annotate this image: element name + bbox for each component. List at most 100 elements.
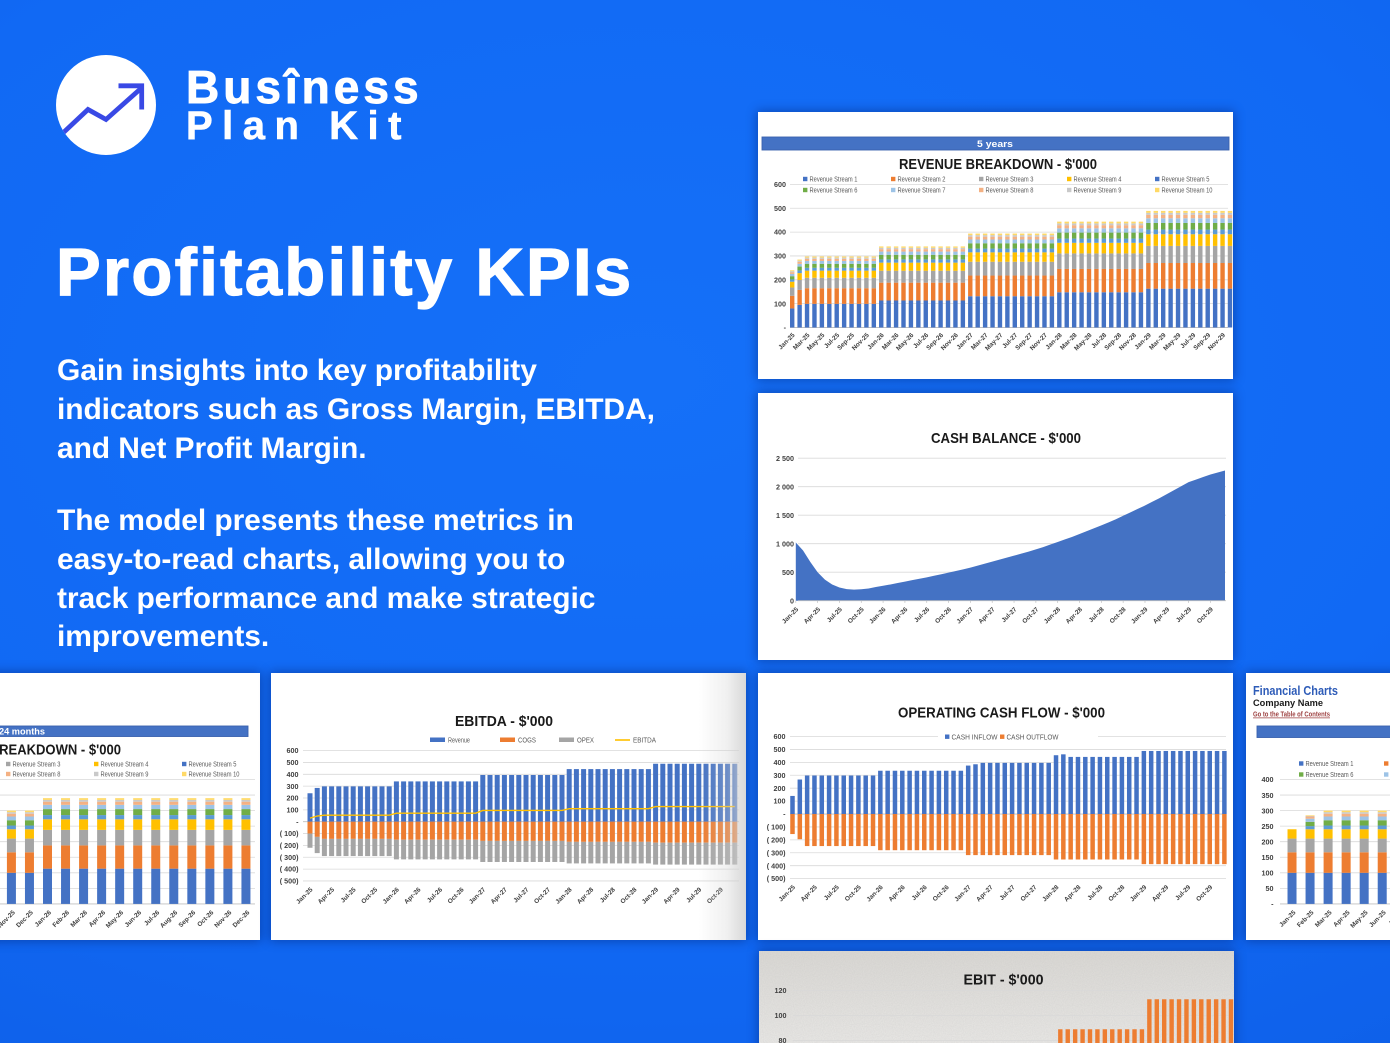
svg-text:Jul-29: Jul-29	[1174, 884, 1192, 902]
svg-text:Jul-27: Jul-27	[1000, 606, 1018, 624]
svg-text:Oct-28: Oct-28	[1107, 884, 1126, 903]
svg-text:200: 200	[287, 794, 299, 803]
svg-text:COGS: COGS	[518, 738, 536, 745]
svg-text:Jul-26: Jul-26	[426, 886, 444, 904]
svg-text:Apr-25: Apr-25	[803, 606, 823, 626]
svg-text:Apr-27: Apr-27	[975, 884, 995, 904]
svg-text:Jan-27: Jan-27	[956, 606, 976, 626]
svg-text:Revenue Stream 2: Revenue Stream 2	[898, 177, 946, 184]
svg-text:400: 400	[774, 228, 786, 237]
svg-text:Apr-28: Apr-28	[1063, 884, 1083, 904]
svg-text:5 years: 5 years	[977, 139, 1013, 150]
svg-text:Jan-28: Jan-28	[554, 886, 574, 906]
svg-text:Jan-29: Jan-29	[1130, 606, 1150, 626]
svg-text:Revenue Stream 3: Revenue Stream 3	[986, 177, 1034, 184]
svg-text:Aug-26: Aug-26	[159, 909, 180, 930]
svg-text:Apr-29: Apr-29	[662, 886, 682, 906]
svg-text:Oct-26: Oct-26	[447, 886, 466, 905]
svg-text:Jan-27: Jan-27	[468, 886, 488, 906]
svg-text:REVENUE BREAKDOWN - $'000: REVENUE BREAKDOWN - $'000	[0, 742, 121, 759]
svg-text:Revenue: Revenue	[448, 738, 470, 745]
svg-text:Jun-25: Jun-25	[1368, 909, 1388, 929]
svg-text:Jan-29: Jan-29	[1129, 884, 1149, 904]
svg-text:( 400): ( 400)	[280, 865, 299, 874]
svg-text:Revenue Stream 1: Revenue Stream 1	[1306, 761, 1354, 768]
svg-text:Jan-26: Jan-26	[382, 886, 402, 906]
svg-text:Revenue Stream 10: Revenue Stream 10	[1162, 188, 1213, 195]
svg-text:Jun-26: Jun-26	[124, 909, 144, 929]
svg-text:600: 600	[774, 180, 786, 189]
svg-text:Jul-26: Jul-26	[911, 884, 929, 902]
svg-text:Apr-27: Apr-27	[490, 886, 510, 906]
svg-text:0: 0	[790, 596, 794, 605]
svg-text:Jan-26: Jan-26	[34, 909, 54, 929]
svg-text:Jul-28: Jul-28	[1088, 606, 1106, 624]
svg-text:500: 500	[774, 204, 786, 213]
svg-text:Dec-26: Dec-26	[232, 909, 252, 929]
svg-text:( 200): ( 200)	[767, 835, 786, 844]
svg-text:Go to the Table of Contents: Go to the Table of Contents	[1253, 709, 1330, 718]
svg-text:Revenue Stream 6: Revenue Stream 6	[1306, 772, 1354, 779]
svg-text:Apr-29: Apr-29	[1151, 884, 1171, 904]
svg-text:Jul-26: Jul-26	[913, 606, 931, 624]
svg-text:Oct-28: Oct-28	[619, 886, 638, 905]
svg-text:Oct-26: Oct-26	[196, 909, 215, 928]
svg-text:Oct-27: Oct-27	[1019, 884, 1038, 903]
svg-text:Jul-25: Jul-25	[823, 884, 841, 902]
svg-text:Nov-25: Nov-25	[0, 909, 17, 929]
svg-text:Jul-28: Jul-28	[599, 886, 617, 904]
svg-text:Jan-26: Jan-26	[865, 884, 885, 904]
svg-text:1 000: 1 000	[776, 539, 794, 548]
svg-text:Financial Charts: Financial Charts	[1253, 683, 1338, 698]
svg-text:( 500): ( 500)	[767, 874, 786, 883]
svg-text:600: 600	[287, 746, 299, 755]
svg-text:EBITDA: EBITDA	[633, 738, 656, 745]
svg-text:Jul-25: Jul-25	[826, 606, 844, 624]
svg-text:Revenue Stream 1: Revenue Stream 1	[810, 177, 858, 184]
svg-text:Jan-29: Jan-29	[641, 886, 661, 906]
svg-text:24 months: 24 months	[0, 726, 45, 736]
svg-text:Revenue Stream 5: Revenue Stream 5	[1162, 177, 1210, 184]
svg-text:Jan-25: Jan-25	[1278, 909, 1298, 929]
svg-text:400: 400	[1262, 775, 1274, 784]
svg-text:Dec-25: Dec-25	[15, 909, 35, 929]
svg-text:Feb-25: Feb-25	[1296, 909, 1316, 929]
svg-text:-: -	[296, 817, 299, 826]
svg-text:Mar-26: Mar-26	[69, 909, 89, 929]
svg-text:Oct-25: Oct-25	[360, 886, 379, 905]
svg-text:Apr-27: Apr-27	[977, 606, 997, 626]
svg-text:Jul-27: Jul-27	[512, 886, 530, 904]
svg-text:REVENUE BREAKDOWN - $'000: REVENUE BREAKDOWN - $'000	[899, 156, 1097, 173]
svg-text:CASH OUTFLOW: CASH OUTFLOW	[1007, 735, 1059, 742]
svg-text:Mar-25: Mar-25	[1314, 909, 1334, 929]
svg-text:Nov-29: Nov-29	[1207, 332, 1227, 352]
svg-text:Revenue Stream 5: Revenue Stream 5	[189, 762, 237, 769]
svg-text:80: 80	[779, 1036, 787, 1043]
svg-text:Jan-26: Jan-26	[868, 606, 888, 626]
svg-text:Jan-28: Jan-28	[1043, 606, 1063, 626]
svg-text:Sep-26: Sep-26	[177, 909, 197, 929]
svg-text:350: 350	[1262, 791, 1274, 800]
svg-text:Nov-26: Nov-26	[213, 909, 233, 929]
svg-text:Oct-26: Oct-26	[932, 884, 951, 903]
svg-text:Jul-29: Jul-29	[1175, 606, 1193, 624]
svg-text:Revenue Stream 4: Revenue Stream 4	[101, 762, 149, 769]
svg-text:100: 100	[774, 299, 786, 308]
svg-text:Feb-26: Feb-26	[51, 909, 71, 929]
svg-text:Apr-28: Apr-28	[576, 886, 596, 906]
svg-text:500: 500	[782, 568, 794, 577]
svg-text:Jul-28: Jul-28	[1086, 884, 1104, 902]
svg-text:Company Name: Company Name	[1253, 698, 1323, 709]
svg-text:200: 200	[774, 784, 786, 793]
svg-text:Jan-27: Jan-27	[953, 884, 973, 904]
svg-text:EBIT - $'000: EBIT - $'000	[964, 972, 1044, 989]
svg-text:200: 200	[1262, 837, 1274, 846]
svg-text:250: 250	[1262, 822, 1274, 831]
svg-text:Apr-25: Apr-25	[317, 886, 337, 906]
svg-text:( 300): ( 300)	[280, 853, 299, 862]
svg-text:CASH BALANCE - $'000: CASH BALANCE - $'000	[931, 430, 1081, 447]
svg-text:OPERATING CASH FLOW - $'000: OPERATING CASH FLOW - $'000	[898, 705, 1105, 722]
svg-text:Apr-26: Apr-26	[887, 884, 907, 904]
svg-text:( 500): ( 500)	[280, 877, 299, 886]
svg-text:300: 300	[774, 771, 786, 780]
